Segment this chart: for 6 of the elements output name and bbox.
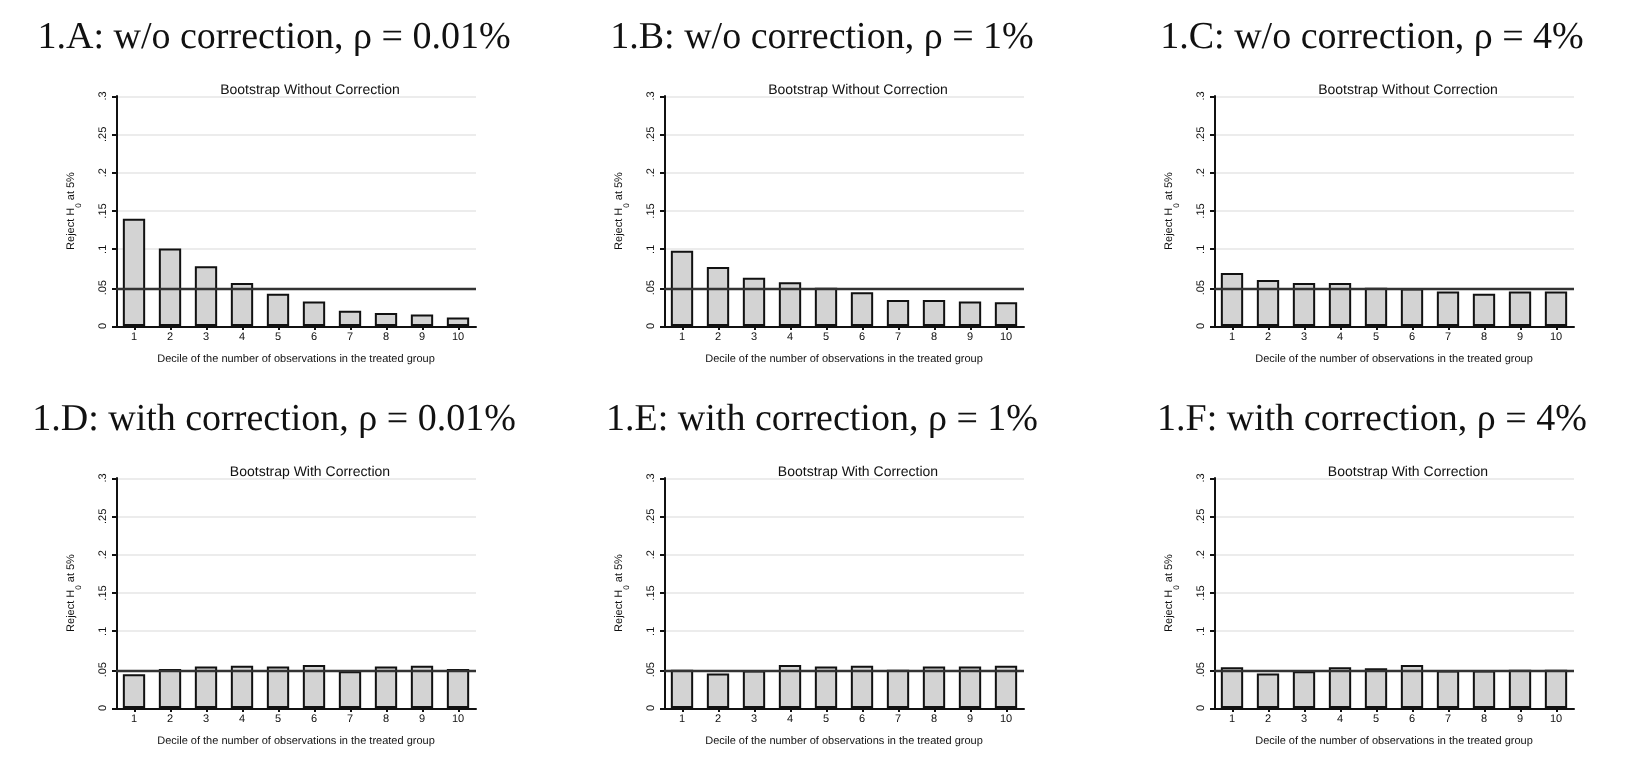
- chart-title: 1.D: with correction, ρ = 0.01%: [32, 398, 517, 440]
- chart-title: 1.F: with correction, ρ = 4%: [1157, 398, 1588, 440]
- chart-title: 1.C: w/o correction, ρ = 4%: [1160, 16, 1585, 58]
- chart-title: 1.B: w/o correction, ρ = 1%: [610, 16, 1035, 58]
- chart-title: 1.A: w/o correction, ρ = 0.01%: [37, 16, 511, 58]
- chart-title: 1.E: with correction, ρ = 1%: [606, 398, 1039, 440]
